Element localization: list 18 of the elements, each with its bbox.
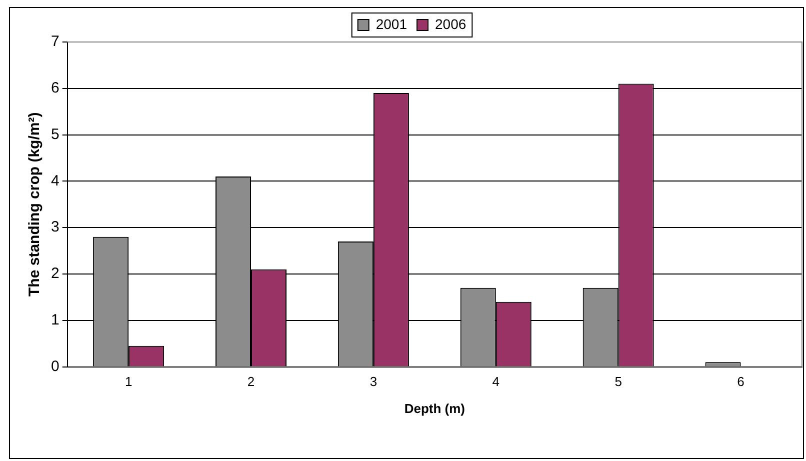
- x-tick-label: 5: [614, 374, 622, 390]
- y-tick-label: 5: [51, 126, 60, 143]
- y-axis-title: The standing crop (kg/m²): [26, 112, 44, 296]
- y-tick-label: 2: [51, 265, 60, 282]
- y-tick-label: 7: [51, 33, 60, 50]
- legend-label: 2006: [435, 16, 466, 32]
- x-tick-label: 6: [737, 374, 744, 390]
- x-tick-label: 4: [492, 374, 500, 390]
- x-tick-label: 2: [247, 374, 255, 390]
- y-tick-label: 3: [51, 218, 60, 236]
- x-tick-label: 3: [370, 374, 378, 390]
- x-axis-title: Depth (m): [404, 400, 466, 416]
- y-tick-label: 1: [51, 312, 60, 329]
- legend-label: 2001: [376, 16, 408, 32]
- y-tick-label: 4: [51, 172, 60, 190]
- y-tick-label: 0: [51, 358, 60, 375]
- x-tick-label: 1: [124, 374, 132, 390]
- y-tick-label: 6: [51, 80, 60, 97]
